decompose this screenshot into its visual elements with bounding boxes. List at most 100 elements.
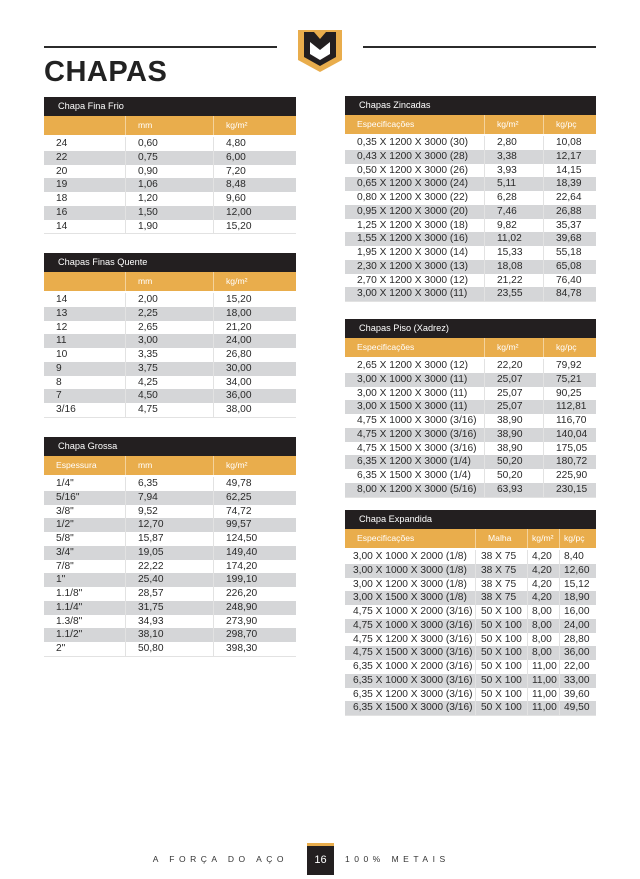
table-cell: 12 bbox=[56, 321, 68, 333]
table-cell: 6,35 X 1200 X 3000 (3/16) bbox=[353, 688, 473, 700]
column-header bbox=[44, 116, 125, 135]
table-cell: 30,00 bbox=[213, 361, 296, 376]
table-cell: 28,57 bbox=[125, 587, 213, 601]
table-cell: 1" bbox=[56, 574, 66, 586]
table-row: 1,55 X 1200 X 3000 (16) 11,02 39,68 bbox=[345, 232, 596, 246]
table-cell: 1/4" bbox=[56, 478, 74, 489]
table-row: 1.1/4" 31,75 248,90 bbox=[44, 600, 296, 615]
table-cell: 1,50 bbox=[125, 205, 213, 220]
table-row: 5/16" 7,94 62,25 bbox=[44, 490, 296, 505]
table-row: 3,00 X 1500 X 3000 (11) 25,07 112,81 bbox=[345, 400, 596, 414]
table-cell: 11,00 bbox=[527, 660, 559, 674]
table-cell: 20 bbox=[56, 165, 68, 177]
table-body: 14 2,00 15,20 13 2,25 18,00 12 2,65 21,20 11 3,00 2… bbox=[44, 291, 296, 417]
table-cell: 18,08 bbox=[484, 259, 543, 274]
table-cell: 140,04 bbox=[543, 427, 596, 442]
table-cell: 34,00 bbox=[213, 375, 296, 390]
column-header: Espessura bbox=[56, 460, 97, 470]
table-cell: 4,80 bbox=[213, 137, 296, 151]
table-cell: 8,00 bbox=[527, 605, 559, 619]
table-cell: 2,00 bbox=[125, 293, 213, 307]
table-cell: 65,08 bbox=[543, 259, 596, 274]
table-row: 5/8" 15,87 124,50 bbox=[44, 532, 296, 546]
table-cell: 3/8" bbox=[56, 505, 74, 517]
table-chapa-fina-frio: Chapa Fina Frio mm kg/m² 24 0,60 4,80 22 0,75 6,… bbox=[44, 97, 296, 235]
table-cell: 7/8" bbox=[56, 560, 74, 572]
table-cell: 298,70 bbox=[213, 628, 296, 642]
table-cell: 3,00 X 1200 X 3000 (1/8) bbox=[353, 578, 467, 590]
table-cell: 12,17 bbox=[543, 149, 596, 164]
table-bottom-rule bbox=[345, 301, 596, 302]
table-cell: 49,50 bbox=[559, 701, 596, 715]
table-row: 0,35 X 1200 X 3000 (30) 2,80 10,08 bbox=[345, 136, 596, 150]
table-cell: 4,75 X 1000 X 2000 (3/16) bbox=[353, 606, 473, 617]
table-cell: 174,20 bbox=[213, 559, 296, 574]
table-cell: 22,20 bbox=[484, 359, 543, 373]
table-cell: 2,70 X 1200 X 3000 (12) bbox=[357, 274, 469, 286]
table-cell: 39,60 bbox=[559, 687, 596, 702]
table-row: 8,00 X 1200 X 3000 (5/16) 63,93 230,15 bbox=[345, 482, 596, 497]
table-cell: 230,15 bbox=[543, 482, 596, 497]
table-cell: 25,07 bbox=[484, 400, 543, 414]
table-cell: 15,20 bbox=[213, 293, 296, 307]
column-header: Malha bbox=[475, 529, 527, 548]
table-cell: 26,88 bbox=[543, 204, 596, 219]
table-row: 4,75 X 1000 X 3000 (3/16) 50 X 100 8,00 24,… bbox=[345, 618, 596, 633]
table-row: 14 1,90 15,20 bbox=[44, 219, 296, 234]
page-title: CHAPAS bbox=[44, 56, 168, 88]
table-cell: 4,75 X 1200 X 3000 (3/16) bbox=[357, 428, 477, 440]
table-cell: 50 X 100 bbox=[475, 673, 527, 688]
table-row: 22 0,75 6,00 bbox=[44, 150, 296, 165]
table-cell: 5/16" bbox=[56, 491, 80, 503]
table-cell: 6,35 X 1000 X 3000 (3/16) bbox=[353, 674, 473, 686]
column-header: kg/m² bbox=[213, 456, 296, 475]
table-cell: 11,00 bbox=[527, 687, 559, 702]
table-row: 7 4,50 36,00 bbox=[44, 389, 296, 403]
table-cell: 1/2" bbox=[56, 519, 74, 531]
table-cell: 14,15 bbox=[543, 163, 596, 178]
table-cell: 4,20 bbox=[527, 577, 559, 592]
table-cell: 31,75 bbox=[125, 600, 213, 615]
column-header: kg/m² bbox=[213, 272, 296, 291]
table-cell: 38,10 bbox=[125, 628, 213, 642]
table-row: 10 3,35 26,80 bbox=[44, 348, 296, 362]
table-bottom-rule bbox=[345, 496, 596, 498]
column-header: kg/pç bbox=[543, 338, 596, 357]
table-body: 24 0,60 4,80 22 0,75 6,00 20 0,90 7,20 19 1,06 8,48… bbox=[44, 135, 296, 234]
table-cell: 11,02 bbox=[484, 232, 543, 246]
table-cell: 6,35 X 1000 X 2000 (3/16) bbox=[353, 661, 473, 672]
table-cell: 38 X 75 bbox=[475, 577, 527, 592]
table-cell: 8,40 bbox=[559, 550, 596, 564]
table-cell: 0,75 bbox=[125, 150, 213, 165]
table-cell: 63,93 bbox=[484, 482, 543, 497]
table-cell: 248,90 bbox=[213, 600, 296, 615]
table-cell: 38,00 bbox=[213, 403, 296, 417]
table-row: 2,30 X 1200 X 3000 (13) 18,08 65,08 bbox=[345, 259, 596, 274]
table-header-row: Especificações kg/m² kg/pç bbox=[345, 338, 596, 357]
table-title: Chapa Grossa bbox=[44, 437, 296, 456]
table-row: 4,75 X 1000 X 2000 (3/16) 50 X 100 8,00 16,… bbox=[345, 605, 596, 619]
table-cell: 9,52 bbox=[125, 504, 213, 519]
table-title: Chapa Expandida bbox=[345, 510, 596, 529]
table-row: 1.3/8" 34,93 273,90 bbox=[44, 614, 296, 629]
table-cell: 7,46 bbox=[484, 204, 543, 219]
table-cell: 3,35 bbox=[125, 348, 213, 362]
table-cell: 1,06 bbox=[125, 178, 213, 192]
table-chapas-piso-xadrez: Chapas Piso (Xadrez) Especificações kg/m² k… bbox=[345, 319, 596, 498]
table-row: 3,00 X 1200 X 3000 (11) 25,07 90,25 bbox=[345, 386, 596, 401]
table-row: 1.1/8" 28,57 226,20 bbox=[44, 587, 296, 601]
table-cell: 99,57 bbox=[213, 518, 296, 532]
table-cell: 3,00 bbox=[125, 334, 213, 348]
table-cell: 398,30 bbox=[213, 642, 296, 656]
footer-slogan: A FORÇA DO AÇO bbox=[152, 854, 288, 864]
column-header: Especificações bbox=[357, 533, 415, 543]
table-cell: 175,05 bbox=[543, 441, 596, 456]
table-row: 3,00 X 1200 X 3000 (11) 23,55 84,78 bbox=[345, 287, 596, 301]
table-row: 3,00 X 1200 X 3000 (1/8) 38 X 75 4,20 15,12 bbox=[345, 577, 596, 592]
table-row: 1,25 X 1200 X 3000 (18) 9,82 35,37 bbox=[345, 218, 596, 233]
table-row: 1.1/2" 38,10 298,70 bbox=[44, 628, 296, 642]
table-cell: 8,00 bbox=[527, 632, 559, 647]
table-cell: 76,40 bbox=[543, 273, 596, 288]
table-cell: 6,00 bbox=[213, 150, 296, 165]
table-cell: 3,00 X 1000 X 3000 (1/8) bbox=[353, 564, 467, 576]
